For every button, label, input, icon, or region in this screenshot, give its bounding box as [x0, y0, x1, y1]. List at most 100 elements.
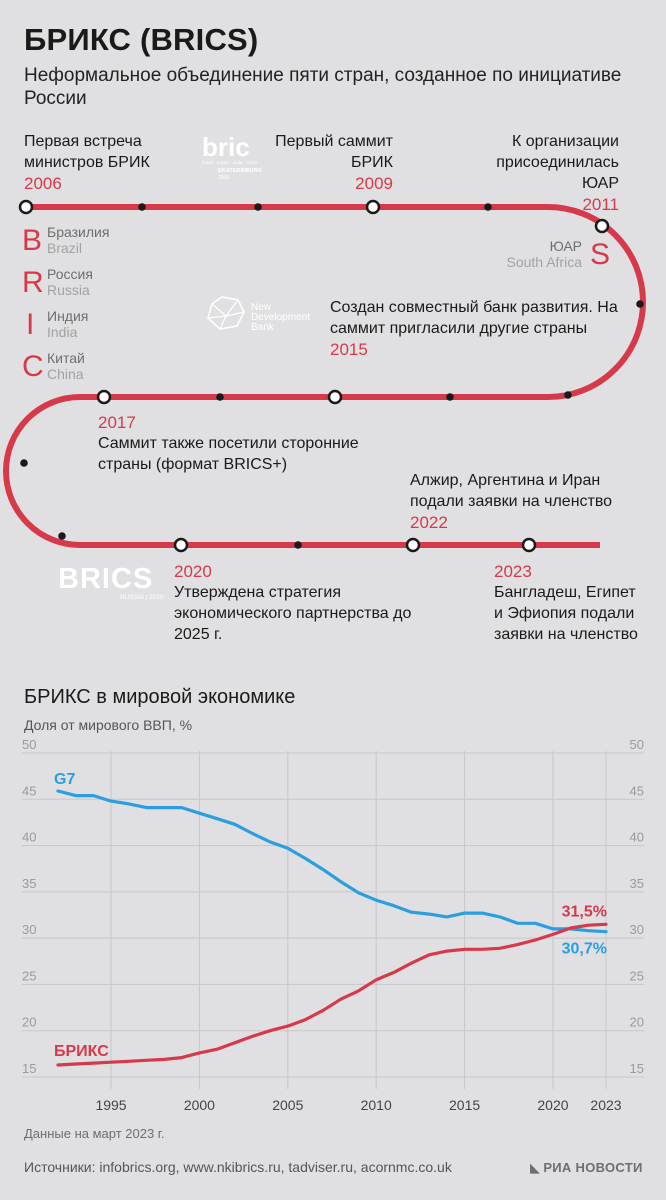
ndb-logo-line2: Development	[251, 312, 310, 323]
event-2022: Алжир, Аргентина и Иран подали заявки на…	[410, 470, 640, 533]
series-line-brics	[56, 922, 608, 1067]
brics-2020-logo: BRICS RUSSIA | 2020	[58, 563, 164, 601]
event-2011-year: 2011	[582, 195, 619, 214]
country-letter-s: S	[589, 238, 610, 271]
timeline-tick	[446, 393, 454, 401]
event-marker-2006	[18, 199, 34, 215]
y-tick-label-right: 20	[630, 1015, 644, 1030]
brics-logo-word: BRICS	[58, 563, 153, 595]
event-2020: 2020 Утверждена стратегия экономического…	[174, 561, 434, 645]
y-tick-label-left: 40	[22, 830, 36, 845]
ndb-logo-line3: Bank	[251, 322, 275, 333]
y-tick-label-right: 50	[630, 740, 644, 752]
x-tick-label: 2015	[449, 1097, 480, 1113]
y-tick-label-right: 40	[630, 830, 644, 845]
country-letter-r: R	[22, 266, 44, 299]
event-marker-2017	[96, 389, 112, 405]
event-2023: 2023 Бангладеш, Египет и Эфиопия подали …	[494, 561, 644, 645]
y-tick-label-left: 45	[22, 783, 36, 798]
x-tick-label: 2010	[361, 1097, 392, 1113]
event-2023-year: 2023	[494, 562, 532, 581]
timeline-tick	[636, 300, 644, 308]
timeline-tick	[294, 541, 302, 549]
publisher-logo: ◣ РИА НОВОСТИ	[530, 1160, 643, 1176]
bric-logo-year: 2009	[218, 175, 229, 181]
y-tick-label-right: 15	[630, 1061, 644, 1076]
chart-section-title: БРИКС в мировой экономике	[24, 686, 296, 708]
event-marker-2009	[365, 199, 381, 215]
y-tick-label-left: 30	[22, 922, 36, 937]
publisher-wave-icon: ◣	[530, 1160, 541, 1175]
series-line-g7	[56, 789, 608, 934]
y-tick-label-left: 25	[22, 968, 36, 983]
timeline-tick	[20, 459, 28, 467]
svg-text:New Development Ba: New Development Bank	[251, 302, 313, 333]
event-2017-text: Саммит также посетили сторонние страны (…	[98, 435, 359, 473]
series-name-label: G7	[54, 771, 75, 788]
y-tick-label-left: 20	[22, 1015, 36, 1030]
timeline-tick	[484, 203, 492, 211]
country-en: China	[47, 366, 84, 382]
event-marker-2022	[405, 537, 421, 553]
event-2020-year: 2020	[174, 562, 212, 581]
timeline-line	[3, 204, 646, 548]
event-2015-text: Создан совместный банк развития. На самм…	[330, 299, 618, 337]
x-tick-label: 2020	[537, 1097, 568, 1113]
x-tick-label: 2005	[272, 1097, 303, 1113]
event-2009-year: 2009	[355, 174, 393, 193]
y-tick-label-left: 50	[22, 740, 36, 752]
event-2011-text: К организации присоединилась ЮАР	[496, 133, 619, 192]
series-end-value-label: 31,5%	[562, 903, 607, 920]
sources-line: Источники: infobrics.org, www.nkibrics.r…	[24, 1159, 452, 1175]
event-2009-text: Первый саммит БРИК	[275, 133, 393, 171]
timeline-graphic: bric brasil · russia · india · china EKA…	[3, 132, 646, 601]
bric-logo-sub: brasil · russia · india · china	[202, 160, 258, 165]
event-marker-2023	[521, 537, 537, 553]
event-2006-year: 2006	[24, 174, 62, 193]
country-letter-c: C	[22, 350, 44, 383]
y-tick-label-right: 45	[630, 783, 644, 798]
bric-logo: bric brasil · russia · india · china EKA…	[202, 132, 262, 181]
event-2015: Создан совместный банк развития. На самм…	[330, 297, 620, 360]
event-2006: Первая встреча министров БРИК 2006	[24, 131, 204, 194]
event-2009: Первый саммит БРИК 2009	[273, 131, 393, 194]
y-tick-label-left: 15	[22, 1061, 36, 1076]
page-subtitle: Неформальное объединение пяти стран, соз…	[24, 65, 622, 109]
bric-logo-city: EKATERINBURG	[218, 168, 262, 174]
ndb-emblem-icon	[207, 296, 245, 330]
y-tick-label-left: 35	[22, 876, 36, 891]
series-end-value-label: 30,7%	[562, 941, 607, 958]
page-title: БРИКС (BRICS)	[24, 22, 259, 57]
country-ru: Китай	[47, 350, 85, 366]
timeline-tick	[138, 203, 146, 211]
series-name-label: БРИКС	[54, 1043, 109, 1060]
ndb-logo: New Development Bank	[207, 296, 313, 333]
event-2011: К организации присоединилась ЮАР 2011	[462, 131, 619, 215]
x-tick-label: 1995	[95, 1097, 126, 1113]
country-en: Russia	[47, 282, 90, 298]
country-ru: ЮАР	[549, 238, 582, 254]
event-marker-2011	[594, 218, 610, 234]
data-date-note: Данные на март 2023 г.	[24, 1126, 165, 1141]
event-2017: 2017 Саммит также посетили сторонние стр…	[98, 412, 388, 475]
ndb-logo-line1: New	[251, 302, 272, 313]
chart-y-axis-label: Доля от мирового ВВП, %	[24, 717, 193, 733]
event-2023-text: Бангладеш, Египет и Эфиопия подали заявк…	[494, 584, 638, 643]
country-ru: Бразилия	[47, 224, 110, 240]
country-letter-i: I	[26, 308, 35, 341]
x-tick-label: 2000	[184, 1097, 215, 1113]
event-marker-2015	[327, 389, 343, 405]
timeline-tick	[216, 393, 224, 401]
country-letter-b: B	[22, 224, 43, 257]
event-2022-year: 2022	[410, 513, 448, 532]
country-ru: Россия	[47, 266, 93, 282]
event-2006-text: Первая встреча министров БРИК	[24, 133, 150, 171]
event-marker-2020	[173, 537, 189, 553]
bric-logo-word: bric	[202, 132, 250, 162]
y-tick-label-right: 35	[630, 876, 644, 891]
country-en: India	[47, 324, 78, 340]
x-tick-label: 2023	[590, 1097, 621, 1113]
timeline-tick	[254, 203, 262, 211]
event-2015-year: 2015	[330, 340, 368, 359]
